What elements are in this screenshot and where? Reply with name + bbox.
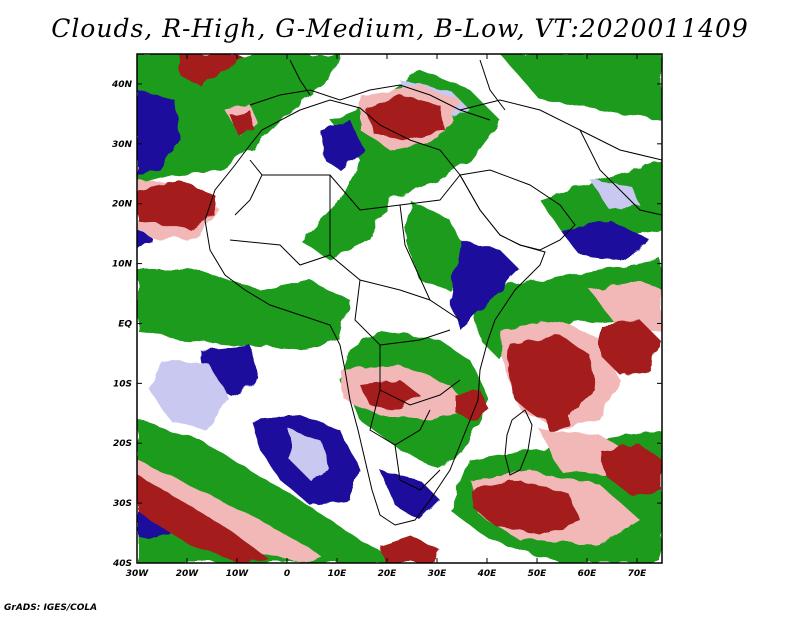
lat-tick-label: 10N (112, 260, 133, 270)
lon-tick-label: 30W (126, 569, 150, 579)
lon-tick-label: 0 (284, 569, 290, 579)
lat-tick-label: 30S (113, 499, 132, 509)
lat-tick-label: 30N (112, 140, 133, 150)
country-boundaries (204, 59, 662, 526)
lon-tick-label: 30E (428, 569, 448, 579)
lon-tick-label: 20W (176, 569, 200, 579)
lat-tick-label: EQ (118, 319, 132, 329)
lat-tick-label: 20S (113, 439, 132, 449)
grads-credit: GrADS: IGES/COLA (4, 603, 98, 613)
lon-tick-label: 50E (528, 569, 548, 579)
lon-tick-label: 10W (226, 569, 250, 579)
lon-tick-label: 40E (477, 569, 498, 579)
map-plot-area (137, 54, 662, 563)
lon-tick-label: 70E (628, 569, 648, 579)
map-title: Clouds, R-High, G-Medium, B-Low, VT:2020… (51, 14, 749, 43)
lat-tick-label: 10S (113, 379, 132, 389)
map-frame (136, 53, 663, 564)
lat-tick-label: 40S (112, 559, 132, 569)
lon-tick-label: 10E (328, 569, 348, 579)
latitude-axis: 40S 30S 20S 10S EQ 10N 20N 30N 40N (111, 80, 662, 569)
lat-tick-label: 40N (111, 80, 133, 90)
lat-tick-label: 20N (112, 200, 133, 210)
lon-tick-label: 20E (378, 569, 398, 579)
longitude-axis: 30W 20W 10W 0 10E 20E 30E 40E 50E 60E 70E (126, 54, 647, 579)
lon-tick-label: 60E (578, 569, 598, 579)
